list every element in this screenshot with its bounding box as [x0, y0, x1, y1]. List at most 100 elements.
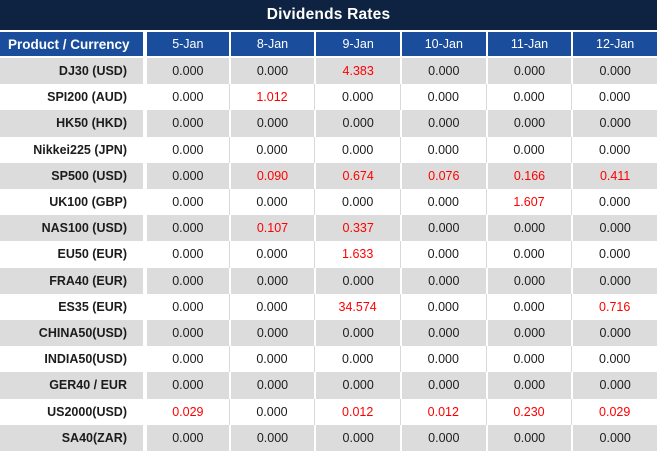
value-cell: 0.000 — [571, 110, 657, 137]
value-cell: 0.000 — [399, 110, 486, 137]
value-cell: 0.000 — [143, 58, 229, 85]
product-cell: INDIA50(USD) — [0, 346, 143, 373]
value-cell: 0.000 — [314, 346, 400, 373]
value-cell: 1.633 — [314, 241, 400, 268]
value-cell: 0.000 — [228, 110, 315, 137]
product-cell: CHINA50(USD) — [0, 320, 143, 347]
header-date-11-jan: 11-Jan — [485, 32, 572, 58]
value-cell: 0.000 — [143, 424, 229, 451]
table-title: Dividends Rates — [0, 0, 657, 32]
value-cell: 0.716 — [571, 293, 657, 320]
value-cell: 0.090 — [228, 162, 315, 189]
value-cell: 1.607 — [485, 189, 572, 216]
value-cell: 0.337 — [314, 215, 400, 242]
value-cell: 0.000 — [399, 215, 486, 242]
value-cell: 0.000 — [143, 293, 229, 320]
value-cell: 0.000 — [314, 424, 400, 451]
value-cell: 0.012 — [399, 398, 486, 425]
product-cell: FRA40 (EUR) — [0, 267, 143, 294]
product-cell: Nikkei225 (JPN) — [0, 136, 143, 163]
value-cell: 0.000 — [485, 346, 572, 373]
table-title-text: Dividends Rates — [266, 6, 391, 23]
product-cell: UK100 (GBP) — [0, 189, 143, 216]
value-cell: 0.000 — [228, 320, 315, 347]
value-cell: 0.000 — [485, 320, 572, 347]
value-cell: 0.000 — [228, 398, 315, 425]
value-cell: 0.000 — [571, 241, 657, 268]
value-cell: 0.000 — [399, 346, 486, 373]
product-cell: SA40(ZAR) — [0, 424, 143, 451]
value-cell: 0.000 — [314, 84, 400, 111]
value-cell: 0.000 — [228, 136, 315, 163]
value-cell: 0.000 — [485, 372, 572, 399]
value-cell: 0.000 — [314, 320, 400, 347]
value-cell: 0.000 — [314, 372, 400, 399]
dividends-table: Product / Currency 5-Jan 8-Jan 9-Jan 10-Jan 1… — [0, 32, 657, 451]
value-cell: 0.000 — [143, 189, 229, 216]
product-cell: ES35 (EUR) — [0, 293, 143, 320]
value-cell: 0.000 — [571, 189, 657, 216]
value-cell: 0.000 — [571, 136, 657, 163]
value-cell: 0.000 — [571, 267, 657, 294]
value-cell: 0.000 — [485, 267, 572, 294]
value-cell: 0.000 — [399, 241, 486, 268]
value-cell: 0.000 — [228, 241, 315, 268]
value-cell: 0.000 — [314, 136, 400, 163]
value-cell: 0.000 — [228, 293, 315, 320]
value-cell: 0.000 — [399, 136, 486, 163]
value-cell: 0.000 — [485, 424, 572, 451]
value-cell: 0.411 — [571, 162, 657, 189]
header-date-8-jan: 8-Jan — [228, 32, 315, 58]
value-cell: 0.012 — [314, 398, 400, 425]
value-cell: 0.000 — [571, 58, 657, 85]
value-cell: 0.230 — [485, 398, 572, 425]
value-cell: 0.000 — [485, 293, 572, 320]
product-cell: HK50 (HKD) — [0, 110, 143, 137]
header-date-10-jan: 10-Jan — [399, 32, 486, 58]
product-cell: GER40 / EUR — [0, 372, 143, 399]
product-cell: EU50 (EUR) — [0, 241, 143, 268]
value-cell: 0.000 — [399, 84, 486, 111]
value-cell: 34.574 — [314, 293, 400, 320]
value-cell: 0.000 — [143, 84, 229, 111]
header-date-5-jan: 5-Jan — [143, 32, 229, 58]
value-cell: 0.029 — [143, 398, 229, 425]
value-cell: 0.000 — [399, 424, 486, 451]
value-cell: 0.107 — [228, 215, 315, 242]
value-cell: 0.000 — [399, 267, 486, 294]
product-cell: SP500 (USD) — [0, 162, 143, 189]
value-cell: 0.000 — [399, 189, 486, 216]
value-cell: 0.000 — [571, 372, 657, 399]
value-cell: 0.000 — [314, 189, 400, 216]
value-cell: 0.000 — [143, 372, 229, 399]
value-cell: 0.674 — [314, 162, 400, 189]
product-cell: NAS100 (USD) — [0, 215, 143, 242]
value-cell: 0.000 — [485, 58, 572, 85]
value-cell: 0.000 — [485, 110, 572, 137]
value-cell: 0.000 — [228, 267, 315, 294]
value-cell: 0.076 — [399, 162, 486, 189]
value-cell: 0.000 — [399, 320, 486, 347]
value-cell: 0.000 — [228, 372, 315, 399]
value-cell: 0.000 — [571, 84, 657, 111]
value-cell: 0.000 — [228, 424, 315, 451]
value-cell: 0.000 — [143, 320, 229, 347]
value-cell: 0.000 — [314, 110, 400, 137]
value-cell: 0.000 — [143, 241, 229, 268]
value-cell: 0.000 — [571, 346, 657, 373]
value-cell: 0.000 — [571, 215, 657, 242]
value-cell: 0.000 — [399, 58, 486, 85]
value-cell: 0.000 — [228, 189, 315, 216]
header-product-currency: Product / Currency — [0, 32, 143, 58]
value-cell: 0.029 — [571, 398, 657, 425]
product-cell: SPI200 (AUD) — [0, 84, 143, 111]
value-cell: 0.000 — [143, 110, 229, 137]
value-cell: 0.000 — [228, 58, 315, 85]
value-cell: 4.383 — [314, 58, 400, 85]
value-cell: 0.000 — [399, 372, 486, 399]
value-cell: 0.000 — [143, 162, 229, 189]
value-cell: 0.000 — [143, 215, 229, 242]
value-cell: 0.000 — [143, 267, 229, 294]
header-date-9-jan: 9-Jan — [314, 32, 400, 58]
